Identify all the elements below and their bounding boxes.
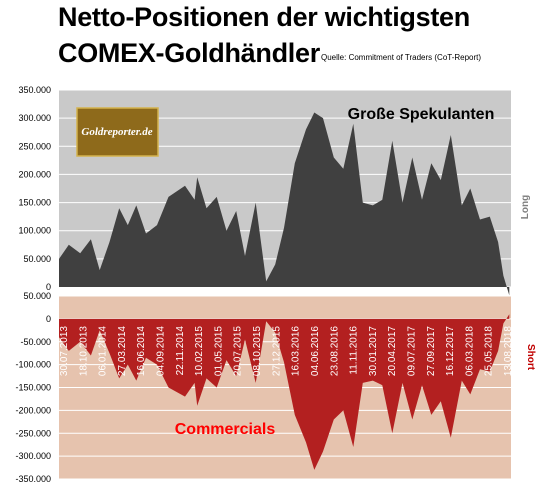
- y-tick-label: 150.000: [18, 198, 51, 208]
- y-tick-label: -200.000: [15, 405, 51, 415]
- x-tick-label: 20.07.2015: [233, 326, 244, 376]
- y-tick-label: -350.000: [15, 474, 51, 484]
- chart-title-line1: Netto-Positionen der wichtigsten: [58, 2, 470, 32]
- x-tick-label: 01.05.2015: [213, 326, 224, 376]
- x-tick-label: 22.11.2014: [175, 326, 186, 376]
- x-tick-label: 13.08.2018: [503, 326, 514, 376]
- x-tick-label: 06.03.2018: [464, 326, 475, 376]
- logo-text: Goldreporter.de: [81, 126, 152, 138]
- y-tick-label: 250.000: [18, 141, 51, 151]
- top-y-axis: 0 50.000 100.000 150.000 200.000 250.000 300.0…: [18, 85, 51, 292]
- x-tick-label: 25.05.2018: [484, 326, 495, 376]
- y-tick-label: 50.000: [23, 291, 51, 301]
- short-side-label: Short: [525, 344, 536, 371]
- y-tick-label: 50.000: [23, 254, 51, 264]
- x-tick-label: 08.10.2015: [252, 326, 263, 376]
- x-tick-label: 27.03.2014: [117, 326, 128, 376]
- x-tick-label: 18.10.2013: [78, 326, 89, 376]
- y-tick-label: -300.000: [15, 451, 51, 461]
- bottom-x-axis: 30.07.2013 18.10.2013 06.01.2014 27.03.2014…: [59, 326, 514, 376]
- bottom-y-axis: 50.000 0 -50.000 -100.000 -150.000 -200.000 -2…: [15, 291, 51, 484]
- y-tick-label: -50.000: [20, 337, 51, 347]
- logo-background: [76, 107, 159, 157]
- y-tick-label: 100.000: [18, 226, 51, 236]
- source-note: Quelle: Commitment of Traders (CoT-Repor…: [321, 53, 482, 62]
- x-tick-label: 04.06.2016: [310, 326, 321, 376]
- x-tick-label: 04.09.2014: [156, 326, 167, 376]
- y-tick-label: 200.000: [18, 169, 51, 179]
- x-tick-label: 20.04.2017: [387, 326, 398, 376]
- y-tick-label: 350.000: [18, 85, 51, 95]
- x-tick-label: 27.09.2017: [426, 326, 437, 376]
- x-tick-label: 30.01.2017: [368, 326, 379, 376]
- x-tick-label: 09.07.2017: [407, 326, 418, 376]
- x-tick-label: 27.12.2015: [271, 326, 282, 376]
- x-tick-label: 06.01.2014: [98, 326, 109, 376]
- y-tick-label: -100.000: [15, 360, 51, 370]
- speculators-area: [59, 112, 510, 296]
- x-tick-label: 23.08.2016: [329, 326, 340, 376]
- chart-title-line2: COMEX-Goldhändler: [58, 38, 320, 68]
- goldreporter-logo: Goldreporter.de: [76, 107, 159, 157]
- x-tick-label: 16.06.2014: [136, 326, 147, 376]
- commercials-label: Commercials: [175, 421, 276, 438]
- x-tick-label: 11.11.2016: [349, 326, 360, 375]
- x-tick-label: 16.12.2017: [445, 326, 456, 376]
- x-tick-label: 10.02.2015: [194, 326, 205, 376]
- y-tick-label: 0: [46, 282, 51, 292]
- long-side-label: Long: [520, 195, 531, 219]
- y-tick-label: -150.000: [15, 383, 51, 393]
- y-tick-label: 300.000: [18, 113, 51, 123]
- commercials-area: [59, 314, 510, 470]
- speculators-label: Große Spekulanten: [348, 106, 495, 123]
- y-tick-label: 0: [46, 314, 51, 324]
- x-tick-label: 16.03.2016: [291, 326, 302, 376]
- y-tick-label: -250.000: [15, 428, 51, 438]
- x-tick-label: 30.07.2013: [59, 326, 70, 376]
